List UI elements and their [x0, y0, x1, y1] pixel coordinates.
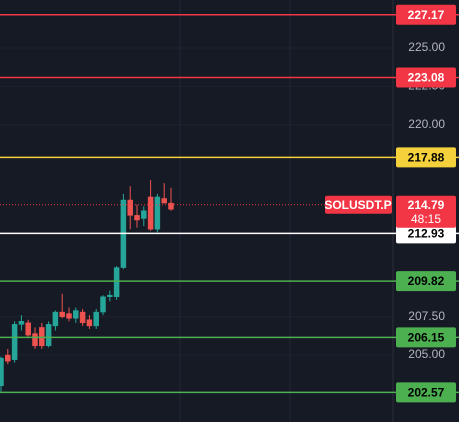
last-price-label: 214.79	[408, 198, 445, 212]
level-label-box	[396, 67, 456, 88]
candle-body	[141, 210, 147, 219]
candle-body	[18, 321, 25, 325]
level-label: 227.17	[408, 8, 445, 22]
candle-body	[5, 354, 11, 362]
candle-body	[79, 311, 86, 324]
candle-body	[147, 196, 154, 230]
y-tick-label: 225.00	[408, 40, 445, 54]
level-label-box	[396, 382, 456, 403]
level-label: 202.57	[408, 386, 445, 400]
candle-body	[0, 357, 4, 387]
level-label-box	[396, 223, 456, 244]
candle-body	[100, 296, 106, 313]
level-label-box	[396, 271, 456, 292]
candle-body	[39, 327, 45, 347]
candle-body	[59, 311, 65, 317]
level-label: 206.15	[408, 331, 445, 345]
y-tick-label: 207.50	[408, 309, 445, 323]
candle-body	[73, 310, 79, 319]
y-tick-label: 205.00	[408, 347, 445, 361]
countdown-label: 48:15	[411, 212, 441, 226]
candle-body	[168, 202, 174, 210]
level-label: 212.93	[408, 227, 445, 241]
symbol-box	[325, 195, 392, 214]
candle-body	[25, 322, 31, 336]
candle-body	[52, 311, 59, 327]
level-label: 223.08	[408, 71, 445, 85]
y-tick-label: 220.00	[408, 117, 445, 131]
candle-body	[45, 324, 52, 347]
candle-body	[154, 196, 161, 230]
candle-body	[66, 313, 72, 319]
candle-body	[134, 215, 140, 221]
last-price-box	[396, 195, 456, 228]
level-label: 217.88	[408, 151, 445, 165]
candle-body	[32, 333, 38, 347]
candle-body	[107, 294, 113, 297]
candle-body	[93, 311, 99, 327]
candle-body	[161, 198, 167, 204]
candle-body	[113, 267, 120, 297]
candle-body	[86, 319, 93, 327]
level-label-box	[396, 147, 456, 168]
symbol-label: SOLUSDT.P	[324, 198, 391, 212]
candle-body	[127, 199, 133, 216]
level-label: 209.82	[408, 274, 445, 288]
level-label-box	[396, 4, 456, 25]
level-label-box	[396, 327, 456, 348]
candle-body	[11, 324, 18, 360]
